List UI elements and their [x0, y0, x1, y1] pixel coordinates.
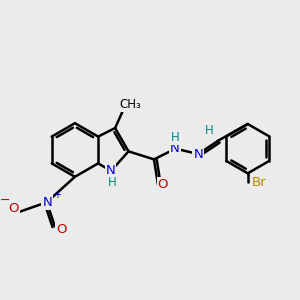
Text: N: N [193, 148, 203, 161]
Text: N: N [42, 196, 52, 209]
Text: H: H [108, 176, 117, 189]
Text: H: H [205, 124, 213, 137]
Text: O: O [158, 178, 168, 191]
Text: O: O [8, 202, 19, 215]
Text: +: + [53, 190, 61, 200]
Text: Br: Br [252, 176, 266, 189]
Text: N: N [106, 164, 116, 177]
Text: −: − [0, 194, 11, 207]
Text: O: O [56, 223, 67, 236]
Text: N: N [170, 142, 180, 155]
Text: CH₃: CH₃ [119, 98, 141, 112]
Text: H: H [170, 131, 179, 144]
